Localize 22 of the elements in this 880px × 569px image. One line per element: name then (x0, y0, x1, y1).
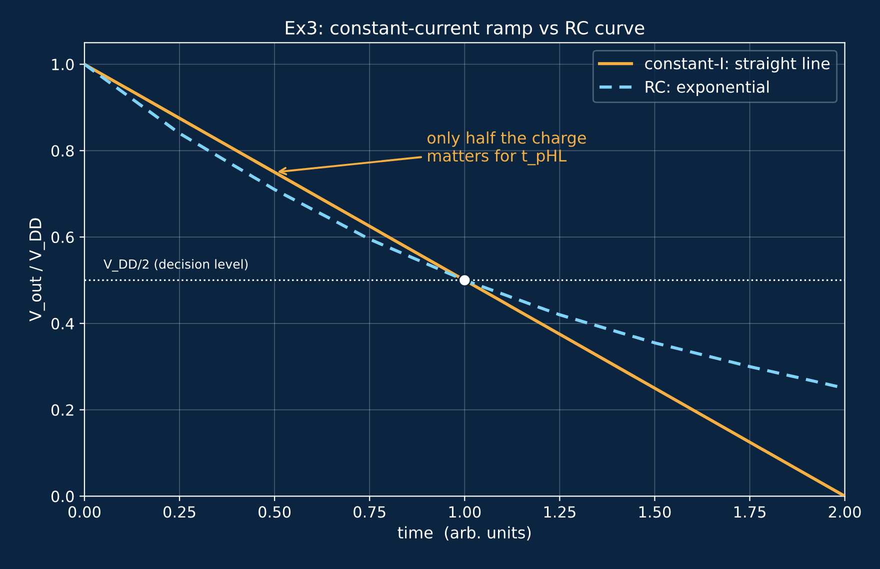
y-tick-label: 1.0 (52, 58, 74, 70)
x-tick-label: 1.25 (544, 506, 576, 518)
ref-line-label: V_DD/2 (decision level) (104, 259, 248, 272)
legend-label: constant-I: straight line (645, 57, 830, 73)
x-tick-label: 0.50 (258, 506, 291, 518)
y-tick-label: 0.2 (51, 404, 74, 416)
x-tick-label: 1.50 (639, 506, 671, 518)
y-axis-title: V_out / V_DD (29, 218, 45, 322)
x-axis-title: time (arb. units) (398, 526, 531, 540)
y-tick-label: 0.4 (51, 318, 74, 330)
chart-title: Ex3: constant-current ramp vs RC curve (286, 20, 644, 38)
x-tick-label: 0.00 (68, 506, 100, 518)
x-tick-label: 1.75 (734, 506, 766, 518)
x-tick-label: 0.25 (164, 506, 196, 518)
annotation: only half the charge matters for t_pHL (428, 131, 586, 166)
x-tick-label: 0.75 (354, 506, 386, 518)
x-tick-label: 2.00 (828, 506, 861, 518)
x-tick-label: 1.00 (449, 506, 481, 518)
legend-label: RC: exponential (646, 80, 769, 96)
y-tick-label: 0.0 (51, 490, 74, 502)
y-tick-label: 0.6 (51, 231, 74, 244)
y-tick-label: 0.8 (51, 145, 74, 157)
